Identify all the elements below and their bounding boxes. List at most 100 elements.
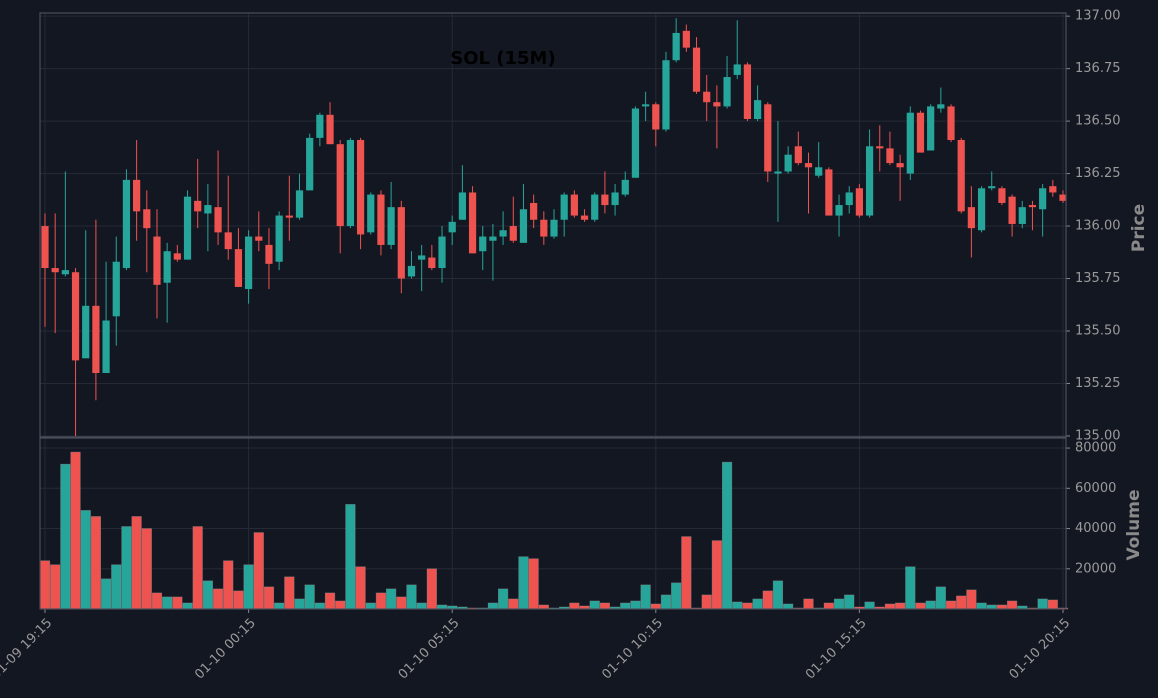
volume-bar bbox=[956, 595, 967, 610]
volume-bar bbox=[274, 602, 285, 610]
candle-body bbox=[468, 192, 477, 254]
y-tick-label: 20000 bbox=[1075, 561, 1116, 576]
candle-body bbox=[672, 32, 680, 61]
volume-bar bbox=[253, 532, 264, 610]
candle-body bbox=[754, 100, 762, 119]
candle-body bbox=[743, 64, 752, 119]
candle-body bbox=[652, 104, 660, 130]
volume-bar bbox=[823, 602, 834, 610]
candle-body bbox=[642, 104, 650, 107]
candle-body bbox=[784, 154, 792, 172]
candle-body bbox=[397, 207, 405, 279]
volume-bar bbox=[162, 596, 173, 610]
candle-body bbox=[967, 207, 975, 229]
candle-body bbox=[458, 192, 466, 220]
candle-body bbox=[194, 200, 202, 212]
volume-bar bbox=[569, 602, 580, 610]
candle-body bbox=[448, 221, 456, 233]
volume-bar bbox=[508, 598, 519, 610]
volume-bar bbox=[355, 566, 366, 610]
volume-bar bbox=[528, 558, 539, 610]
candle-body bbox=[479, 236, 487, 252]
volume-bar bbox=[365, 602, 376, 610]
volume-bar bbox=[844, 594, 855, 610]
volume-bar bbox=[752, 598, 763, 610]
volume-bar bbox=[70, 451, 81, 610]
y-tick-label: 136.50 bbox=[1075, 114, 1121, 129]
volume-bar bbox=[80, 510, 91, 610]
candle-body bbox=[102, 320, 110, 373]
volume-bar bbox=[294, 598, 305, 610]
candle-body bbox=[530, 202, 538, 220]
volume-bar bbox=[701, 594, 712, 610]
y-tick-label: 136.75 bbox=[1075, 61, 1121, 76]
candle-body bbox=[998, 188, 1006, 203]
volume-bar bbox=[864, 601, 875, 610]
y-tick-label: 60000 bbox=[1075, 481, 1116, 496]
candle-body bbox=[611, 192, 619, 206]
candle-body bbox=[815, 167, 823, 176]
candle-body bbox=[306, 137, 314, 191]
candle-body bbox=[499, 230, 507, 237]
candle-body bbox=[1008, 196, 1016, 224]
volume-bar bbox=[100, 578, 112, 610]
candle-body bbox=[927, 106, 935, 151]
candle-body bbox=[896, 163, 904, 168]
y-tick-label: 136.00 bbox=[1075, 219, 1121, 234]
candle-body bbox=[1028, 205, 1037, 208]
candle-body bbox=[886, 148, 894, 164]
volume-bar bbox=[335, 600, 346, 610]
volume-bar bbox=[386, 588, 397, 610]
candle-body bbox=[591, 194, 599, 220]
volume-bar bbox=[497, 588, 509, 610]
volume-bar bbox=[131, 516, 142, 610]
volume-bar bbox=[976, 602, 987, 610]
volume-bar bbox=[50, 564, 61, 610]
candle-body bbox=[916, 112, 925, 153]
candle-body bbox=[428, 257, 436, 269]
candle-body bbox=[509, 226, 517, 241]
candle-body bbox=[1018, 207, 1026, 224]
volume-bar bbox=[284, 576, 295, 610]
y-tick-label: 40000 bbox=[1075, 521, 1116, 536]
volume-bar bbox=[375, 592, 387, 610]
candle-body bbox=[1039, 188, 1047, 210]
candle-body bbox=[183, 196, 192, 260]
volume-bar bbox=[905, 566, 916, 610]
candle-body bbox=[988, 186, 996, 189]
volume-bar bbox=[111, 564, 122, 610]
y-tick-label: 80000 bbox=[1075, 441, 1116, 456]
volume-bar bbox=[212, 588, 224, 610]
candle-body bbox=[41, 226, 49, 269]
volume-bar bbox=[60, 463, 71, 610]
volume-bar bbox=[935, 586, 946, 610]
volume-bar bbox=[192, 526, 203, 610]
candle-body bbox=[336, 144, 344, 227]
volume-bar bbox=[263, 586, 275, 610]
candle-body bbox=[367, 194, 375, 233]
candle-body bbox=[234, 249, 243, 287]
candle-body bbox=[356, 139, 365, 235]
volume-frame bbox=[39, 437, 1067, 610]
volume-bar bbox=[518, 556, 529, 610]
candle-body bbox=[143, 209, 151, 229]
candle-body bbox=[906, 112, 914, 174]
volume-bar bbox=[762, 590, 773, 610]
volume-bar bbox=[345, 504, 356, 610]
volume-bar bbox=[945, 600, 957, 610]
candle-body bbox=[519, 209, 528, 243]
candle-body bbox=[570, 194, 578, 216]
volume-bar bbox=[833, 598, 845, 610]
volume-bar bbox=[406, 584, 417, 610]
volume-bar bbox=[630, 600, 641, 610]
volume-bar bbox=[223, 560, 234, 610]
y-tick-label: 135.25 bbox=[1075, 376, 1121, 391]
volume-bar bbox=[742, 602, 753, 610]
price-frame bbox=[39, 12, 1067, 438]
candle-body bbox=[682, 30, 690, 48]
volume-bar bbox=[416, 602, 427, 610]
volume-bar bbox=[783, 603, 794, 610]
volume-bar bbox=[202, 580, 213, 610]
volume-bar bbox=[895, 602, 906, 610]
